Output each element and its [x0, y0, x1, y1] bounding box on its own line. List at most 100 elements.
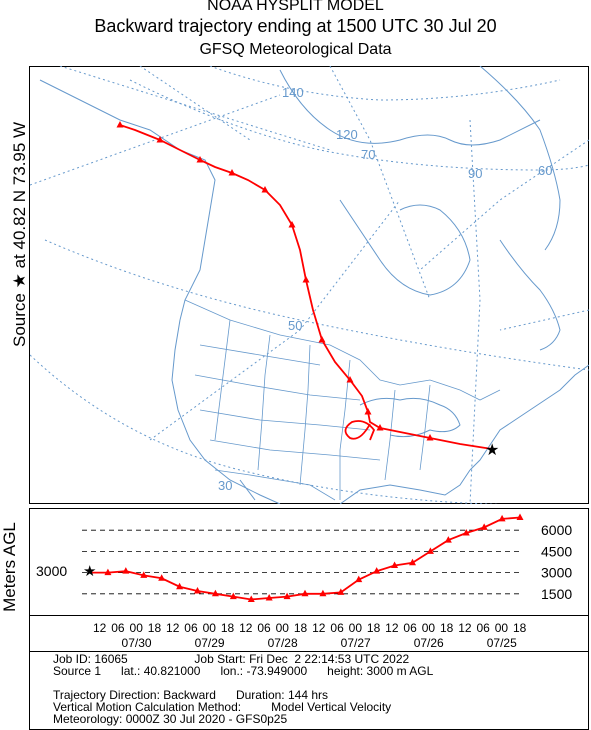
time-tick-label: 12: [166, 621, 180, 635]
map-frame: [29, 66, 589, 504]
date-label: 07/25: [487, 636, 517, 650]
vertical-profile-marker: [391, 561, 399, 569]
vertical-profile-marker: [480, 523, 488, 530]
lat-circle-30: [30, 354, 503, 504]
lon-label-60: 60: [538, 163, 552, 178]
hudson-bay: [339, 199, 471, 296]
time-tick-label: 06: [330, 621, 344, 635]
info-line-job: Job ID: 16065 Job Start: Fri Dec 2 22:14…: [53, 652, 410, 666]
latitude-grid: [30, 66, 589, 504]
lon-label-90: 90: [468, 166, 482, 181]
time-tick-label: 18: [367, 621, 381, 635]
time-tick-label: 12: [385, 621, 399, 635]
great-lakes: [359, 397, 461, 438]
vertical-profile-marker: [516, 513, 524, 520]
trajectory-marker: [376, 424, 384, 431]
vertical-profile-marker: [211, 589, 219, 597]
vertical-tick-label: 3000: [541, 565, 572, 581]
vertical-profile-marker: [176, 582, 184, 590]
time-tick-label: 18: [513, 621, 527, 635]
vertical-frame: [29, 508, 589, 616]
vertical-profile-marker: [283, 592, 291, 600]
trajectory-marker: [288, 221, 296, 228]
lat-label-30: 30: [218, 478, 232, 493]
vertical-tick-label: 6000: [541, 522, 572, 538]
date-labels: 07/30 07/29 07/28 07/27 07/26 07/25: [122, 636, 518, 650]
vertical-profile-marker: [194, 586, 201, 594]
vertical-profile-marker: [498, 514, 506, 522]
longitude-grid: [30, 66, 589, 504]
vertical-profile-marker: [462, 529, 470, 536]
date-label: 07/27: [341, 636, 371, 650]
vertical-profile-markers: [104, 513, 524, 602]
model-title: NOAA HYSPLIT MODEL: [207, 0, 384, 14]
trajectory-markers: [116, 121, 434, 441]
trajectory-marker: [318, 336, 326, 343]
vertical-profile-marker: [409, 558, 416, 566]
trajectory-marker: [364, 408, 372, 415]
arctic-islands: [279, 69, 541, 146]
time-tick-label: 00: [203, 621, 217, 635]
vertical-tick-label: 4500: [541, 543, 572, 559]
vertical-profile-marker: [247, 595, 255, 602]
greenland: [479, 66, 561, 251]
time-tick-label: 06: [403, 621, 417, 635]
lon-line-8: [139, 66, 251, 141]
us-mexico-border: [214, 469, 336, 501]
lon-line-3: [329, 66, 431, 301]
lon-line-1: [30, 94, 281, 186]
time-tick-label: 18: [294, 621, 308, 635]
grid-labels: 140 120 90 60 70 50 30: [218, 85, 552, 493]
vertical-profile-marker: [444, 536, 452, 543]
trajectory-marker: [196, 156, 204, 163]
vertical-profile-marker: [426, 547, 434, 554]
vertical-profile-marker: [337, 588, 345, 595]
vertical-profile-marker: [373, 567, 381, 574]
date-label: 07/26: [414, 636, 444, 650]
date-label: 07/29: [195, 636, 225, 650]
lon-label-120: 120: [336, 127, 358, 142]
state-borders: [184, 299, 501, 501]
info-line-direction: Trajectory Direction: Backward Duration:…: [53, 688, 328, 702]
vertical-tick-label: 1500: [541, 586, 572, 602]
alaska-coast: [39, 79, 216, 321]
vertical-profile-marker: [104, 568, 112, 576]
map-source-star-icon: ★: [485, 442, 499, 459]
vertical-profile-marker: [158, 574, 166, 581]
vertical-profile-marker: [229, 592, 237, 600]
lon-line-2: [59, 66, 331, 151]
lat-label-50: 50: [288, 318, 302, 333]
trajectory-marker: [116, 121, 124, 128]
lat-label-70: 70: [361, 147, 375, 162]
info-line-vertical-method: Vertical Motion Calculation Method: Mode…: [53, 700, 392, 714]
trajectory-loop: [344, 420, 376, 441]
atlantic-coast: [469, 364, 589, 471]
trajectory-marker: [228, 169, 236, 176]
time-tick-label: 18: [440, 621, 454, 635]
labrador: [499, 239, 561, 351]
time-tick-label: 06: [257, 621, 271, 635]
time-tick-label: 18: [221, 621, 235, 635]
time-tick-label: 12: [312, 621, 326, 635]
vertical-tick-labels: 6000 4500 3000 1500: [541, 522, 572, 602]
baja: [239, 479, 256, 501]
time-tick-label: 00: [349, 621, 363, 635]
vertical-profile-marker: [319, 589, 327, 597]
lat-circle-50: [44, 239, 589, 371]
info-line-meteorology: Meteorology: 0000Z 30 Jul 2020 - GFS0p25: [53, 712, 288, 726]
source-height-label: 3000: [36, 563, 67, 579]
vertical-profile-marker: [265, 594, 273, 601]
trajectory-marker: [261, 186, 269, 193]
trajectory-marker: [426, 434, 434, 441]
trajectory-marker: [346, 376, 354, 383]
trajectory-title: Backward trajectory ending at 1500 UTC 3…: [94, 16, 497, 36]
time-tick-label: 00: [276, 621, 290, 635]
vertical-profile-line: [90, 516, 521, 601]
time-tick-label: 00: [130, 621, 144, 635]
time-tick-label: 12: [239, 621, 253, 635]
time-tick-labels: 12 06 00 18 12 06 00 18 12 06 00 18 12 06 00 18 12 06 00 18…: [93, 621, 527, 635]
lon-line-6: [499, 309, 589, 331]
lon-line-7: [149, 199, 401, 441]
lon-line-4: [469, 119, 481, 504]
